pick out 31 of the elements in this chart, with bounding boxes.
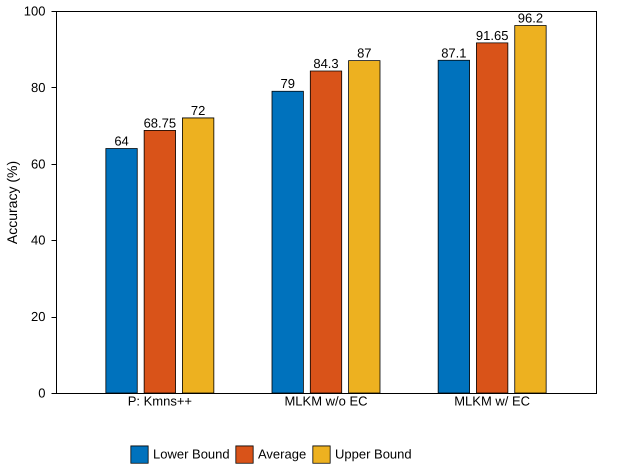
bar [105,148,138,394]
data-label: 91.65 [476,28,508,43]
y-tick-label: 80 [31,80,46,95]
data-label: 87.1 [441,45,467,60]
y-tick-label: 0 [38,386,46,400]
bar [438,60,470,394]
data-label: 68.75 [144,115,176,130]
bar [310,70,342,394]
bar [182,118,214,394]
bar [514,25,547,394]
data-label: 64 [114,134,129,149]
data-label: 96.2 [518,10,544,26]
data-label: 72 [190,102,206,118]
x-tick-label: P: Kmns++ [128,394,192,408]
y-tick-label: 20 [31,309,46,324]
bar [272,90,304,394]
data-label: 84.3 [313,56,339,71]
x-tick-label: MLKM w/ EC [454,394,530,408]
bar [144,130,176,394]
data-label: 79 [280,76,295,92]
y-tick-label: 100 [24,4,46,18]
legend-label: Average [258,446,306,462]
y-axis-title: Accuracy (%) [4,160,20,244]
legend-label: Lower Bound [153,446,230,462]
bar [348,60,380,394]
legend-label: Upper Bound [335,446,412,462]
y-tick-label: 40 [31,232,46,248]
data-label: 87 [357,46,372,61]
bar [476,42,508,394]
x-tick-label: MLKM w/o EC [284,394,368,408]
y-tick-label: 60 [31,156,46,172]
